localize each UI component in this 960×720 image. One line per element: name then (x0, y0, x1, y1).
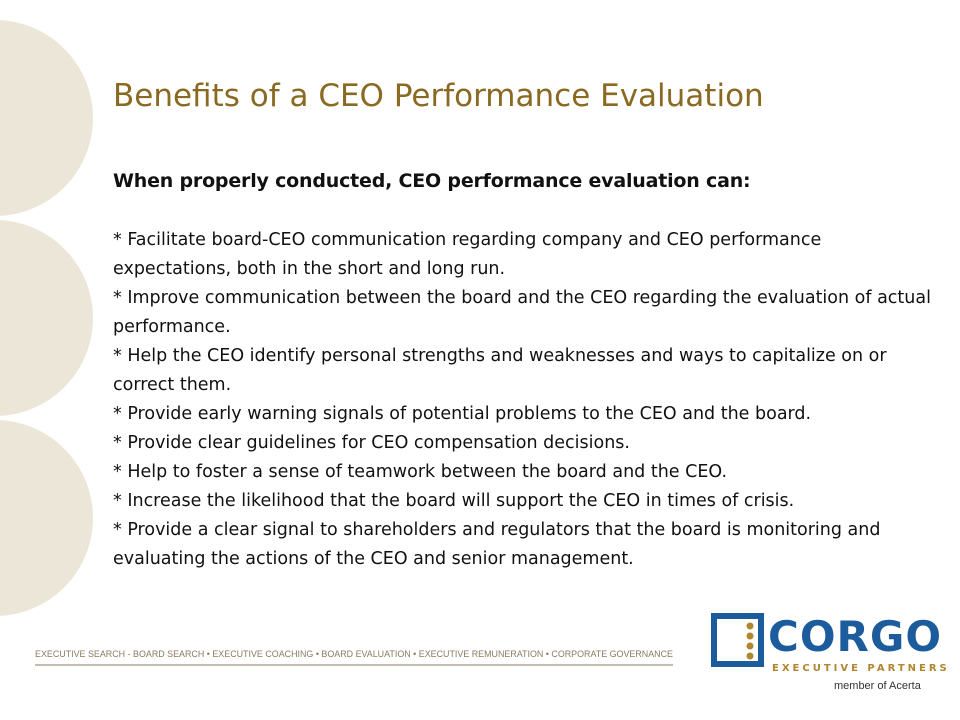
bullet: * Provide clear guidelines for CEO compe… (113, 433, 630, 453)
logo-square (711, 613, 764, 667)
subtitle: When properly conducted, CEO performance… (113, 170, 751, 192)
deco-circle (0, 420, 93, 616)
bullet: * Help to foster a sense of teamwork bet… (113, 462, 728, 482)
bullet: * Help the CEO identify personal strengt… (113, 346, 887, 395)
deco-circle (0, 220, 93, 416)
bullet: * Improve communication between the boar… (113, 288, 931, 337)
logo-dot (746, 652, 754, 660)
services-text: EXECUTIVE SEARCH - BOARD SEARCH • EXECUT… (35, 649, 673, 659)
bullet: * Facilitate board-CEO communication reg… (113, 230, 822, 279)
logo-dot (746, 632, 754, 640)
title: Benefits of a CEO Performance Evaluation (113, 78, 764, 114)
member-note: member of Acerta (834, 680, 921, 692)
logo-tagline: EXECUTIVE PARTNERS (772, 663, 950, 674)
bullet: * Provide early warning signals of poten… (113, 404, 812, 424)
bullet-list: * Facilitate board-CEO communication reg… (113, 226, 943, 574)
logo-dot (746, 642, 754, 650)
bullet: * Increase the likelihood that the board… (113, 491, 795, 511)
logo-name: CORGO (768, 612, 943, 661)
bullet: * Provide a clear signal to shareholders… (113, 520, 881, 569)
deco-circle (0, 20, 93, 216)
logo-dot (746, 622, 754, 630)
